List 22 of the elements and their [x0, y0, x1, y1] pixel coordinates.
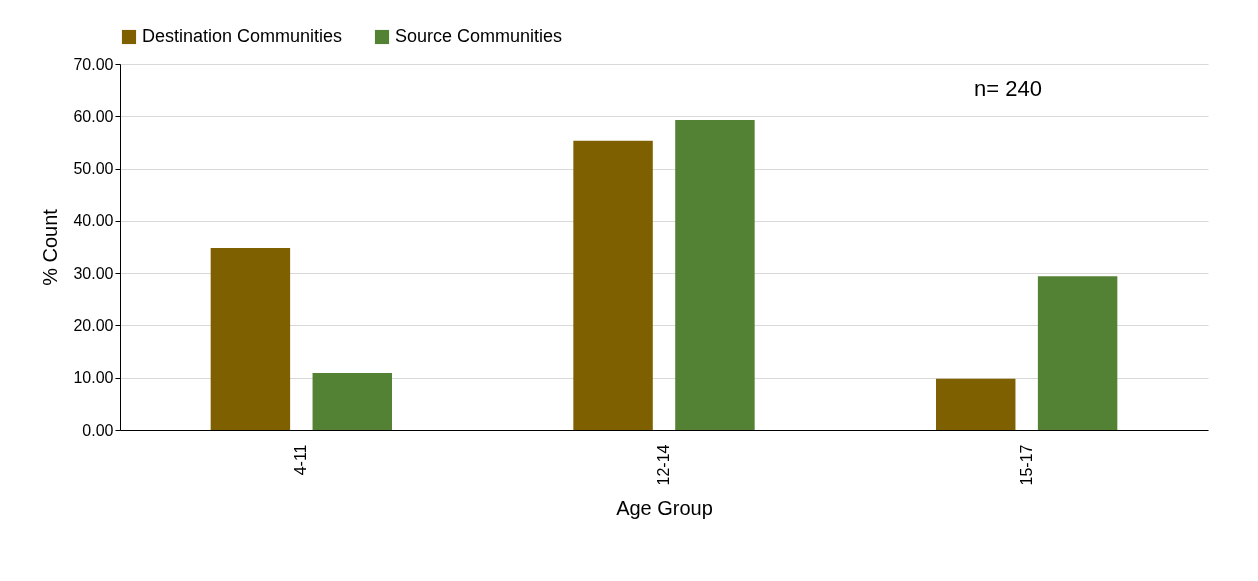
y-tick-label: 60.00	[73, 107, 114, 125]
bar	[1037, 276, 1118, 430]
y-axis-title: % Count	[39, 208, 62, 286]
annotation: n= 240	[974, 76, 1042, 101]
bar	[675, 119, 755, 430]
x-tick-label: 12-14	[655, 444, 672, 486]
bar	[210, 248, 291, 430]
legend-label: Destination Communities	[142, 26, 343, 46]
y-tick-label: 40.00	[73, 212, 114, 230]
y-tick-label: 10.00	[73, 369, 114, 387]
y-tick-label: 70.00	[73, 55, 114, 73]
y-tick-label: 20.00	[73, 316, 114, 334]
bar	[312, 373, 392, 430]
y-tick-label: 0.00	[82, 421, 114, 439]
y-tick-label: 30.00	[73, 264, 114, 282]
x-tick-label: 15-17	[1017, 444, 1035, 486]
y-tick-label: 50.00	[73, 160, 114, 178]
x-axis-title: Age Group	[616, 497, 713, 520]
bar	[936, 378, 1016, 430]
legend-label: Source Communities	[395, 26, 563, 46]
bar	[573, 140, 653, 430]
x-tick-label: 4-11	[292, 444, 310, 476]
